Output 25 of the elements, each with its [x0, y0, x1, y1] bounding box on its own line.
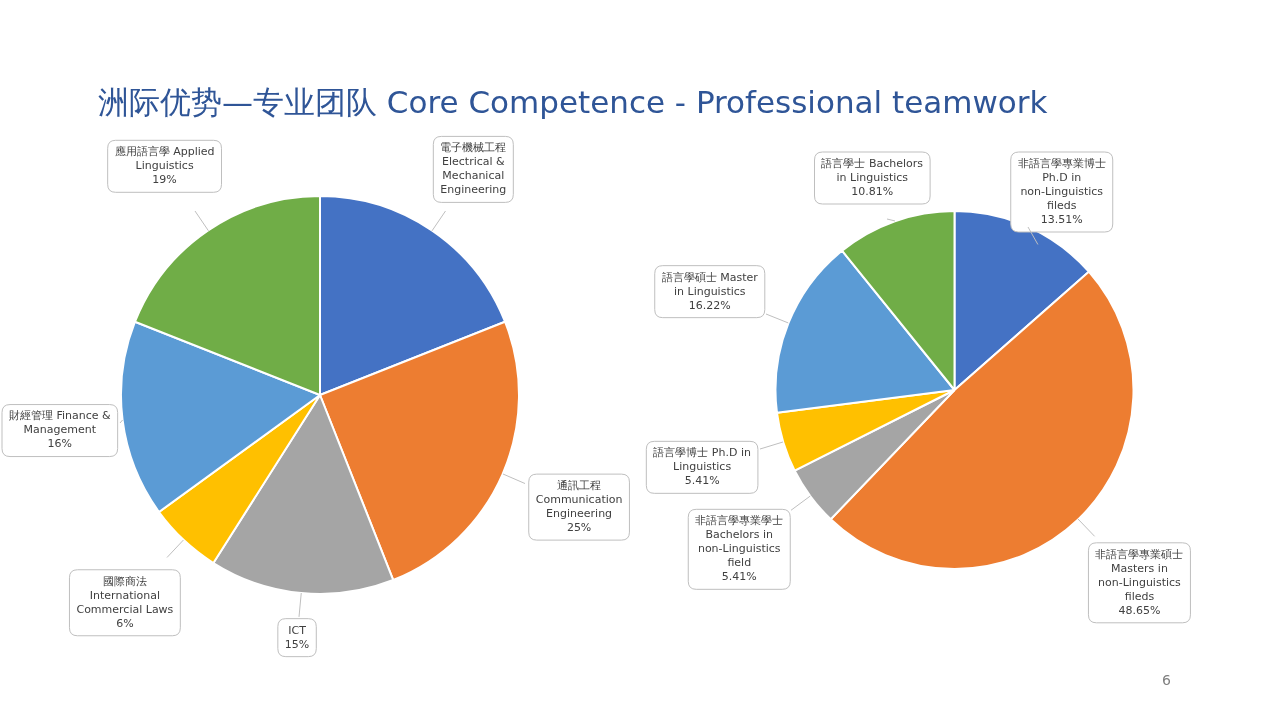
slice-label: 語言學士 Bachelors in Linguistics	[821, 156, 924, 184]
slice-label: ICT	[288, 623, 307, 637]
data-label: 6%	[116, 616, 134, 630]
slice-label: 非語言學專業博士 Ph.D in non-Linguistics fileds	[1017, 156, 1106, 212]
slice-label: 非語言學專業學士 Bachelors in non-Linguistics field	[695, 514, 784, 570]
slice-label: 語言學碩士 Master in Linguistics	[661, 270, 759, 298]
data-label: 13.51%	[1040, 212, 1083, 226]
slice-label: 非語言學專業碩士 Masters in non-Linguistics fileds	[1095, 547, 1184, 603]
data-label: 15%	[284, 637, 310, 651]
data-label: 16.22%	[688, 298, 731, 312]
chart-title: 洲际优势—专业团队 Core Competence - Professional teamwork	[98, 83, 1048, 122]
slice-label: 國際商法 International Commercial Laws	[76, 574, 174, 616]
slice-label: 語言學博士 Ph.D in Linguistics	[653, 446, 751, 474]
data-label: 25%	[566, 520, 592, 534]
slice-label: 應用語言學 Applied Linguistics	[114, 145, 215, 173]
data-label: 5.41%	[684, 474, 720, 488]
slice-label: 電子機械工程 Electrical & Mechanical Engineering	[440, 141, 507, 197]
data-label: 16%	[47, 437, 73, 451]
slice-label: 通訊工程 Communication Engineering	[535, 478, 623, 520]
data-label: 19%	[152, 173, 177, 187]
data-label: 5.41%	[721, 570, 757, 584]
data-label: 10.81%	[851, 184, 894, 198]
text: 6	[1162, 672, 1171, 688]
data-label: 48.65%	[1118, 603, 1161, 617]
slice-label: 財經管理 Finance & Management	[9, 409, 112, 437]
